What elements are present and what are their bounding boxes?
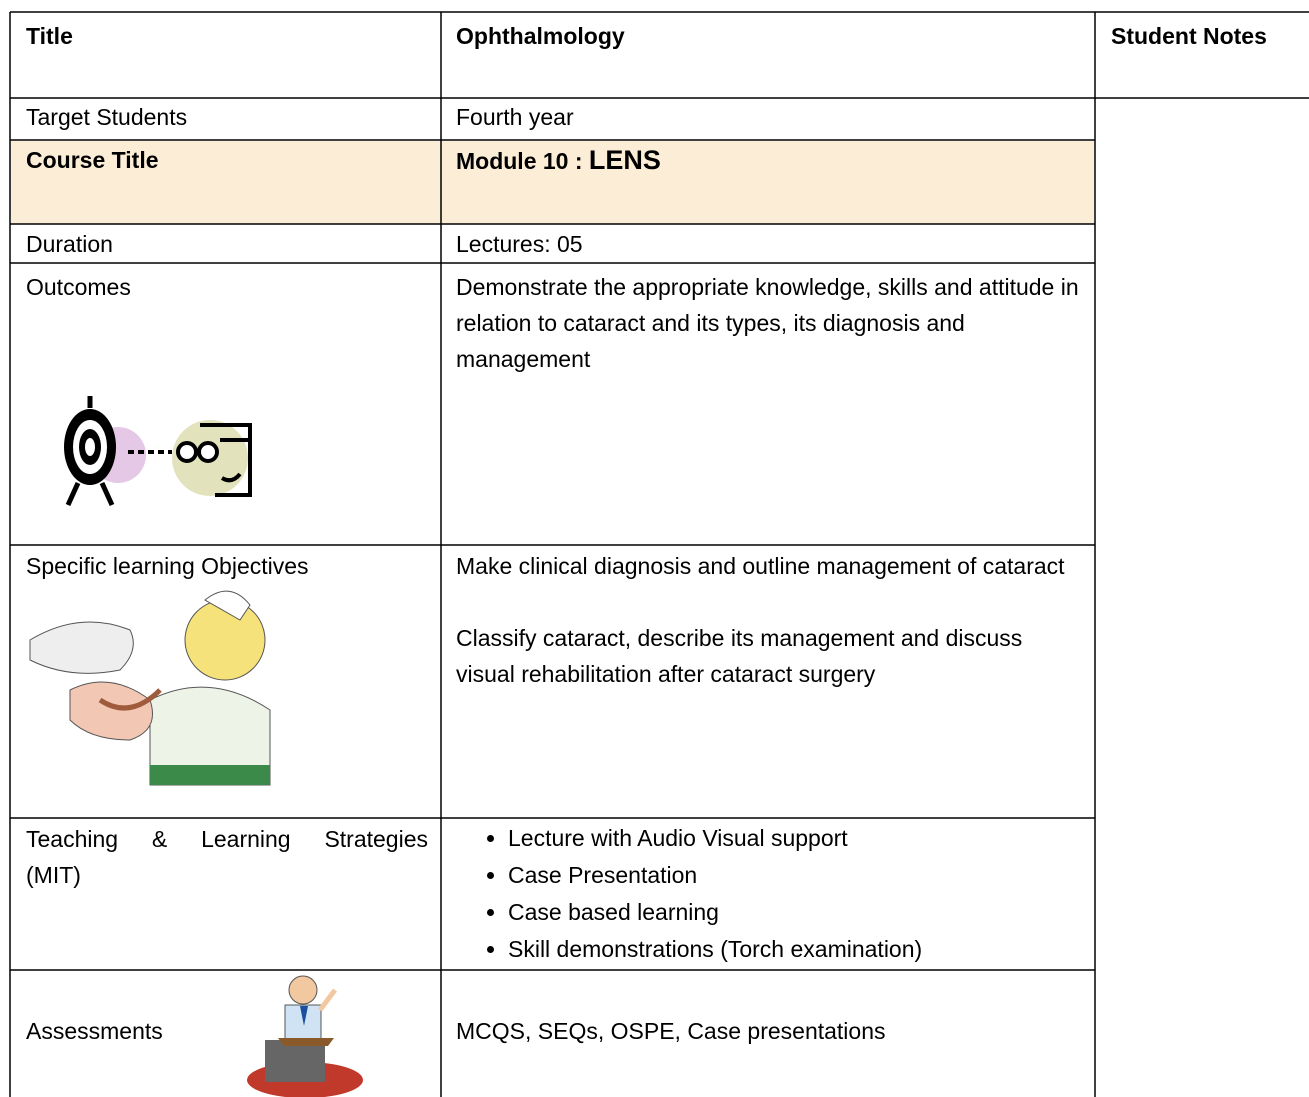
row-label: Teaching & Learning Strategies (MIT) — [26, 826, 428, 888]
row-label: Course Title — [26, 147, 159, 173]
paragraph: Make clinical diagnosis and outline mana… — [456, 553, 1065, 579]
module-emphasis: LENS — [588, 145, 661, 175]
speaker-image — [247, 975, 363, 1097]
row-content: Lecture with Audio Visual support Case P… — [456, 820, 1086, 968]
bullet: Case Presentation — [508, 857, 1086, 894]
row-label: Specific learning Objectives — [26, 553, 309, 579]
row-label: Target Students — [26, 104, 188, 130]
bullet: Case based learning — [508, 894, 1086, 931]
nurse-image — [20, 585, 272, 787]
row-content: MCQS, SEQs, OSPE, Case presentations — [456, 1018, 886, 1044]
row-content: Lectures: 05 — [456, 231, 583, 257]
row-content: Make clinical diagnosis and outline mana… — [456, 548, 1086, 692]
row-content: Fourth year — [456, 104, 574, 130]
highlight-row — [11, 141, 1094, 224]
bullet: Lecture with Audio Visual support — [508, 820, 1086, 857]
row-content: Demonstrate the appropriate knowledge, s… — [456, 274, 1079, 372]
row-label: Outcomes — [26, 274, 131, 300]
module-text: Module 10 : — [456, 148, 589, 174]
header-label: Title — [26, 23, 73, 49]
bullet: Skill demonstrations (Torch examination) — [508, 931, 1086, 968]
target-icon — [64, 396, 252, 507]
row-label: Duration — [26, 231, 113, 257]
row-label: Assessments — [26, 1018, 163, 1044]
header-title: Ophthalmology — [456, 23, 625, 49]
bullet-list: Lecture with Audio Visual support Case P… — [456, 820, 1086, 968]
paragraph: Classify cataract, describe its manageme… — [456, 625, 1023, 687]
header-notes: Student Notes — [1111, 23, 1267, 49]
row-content: Module 10 : LENS — [456, 142, 661, 179]
